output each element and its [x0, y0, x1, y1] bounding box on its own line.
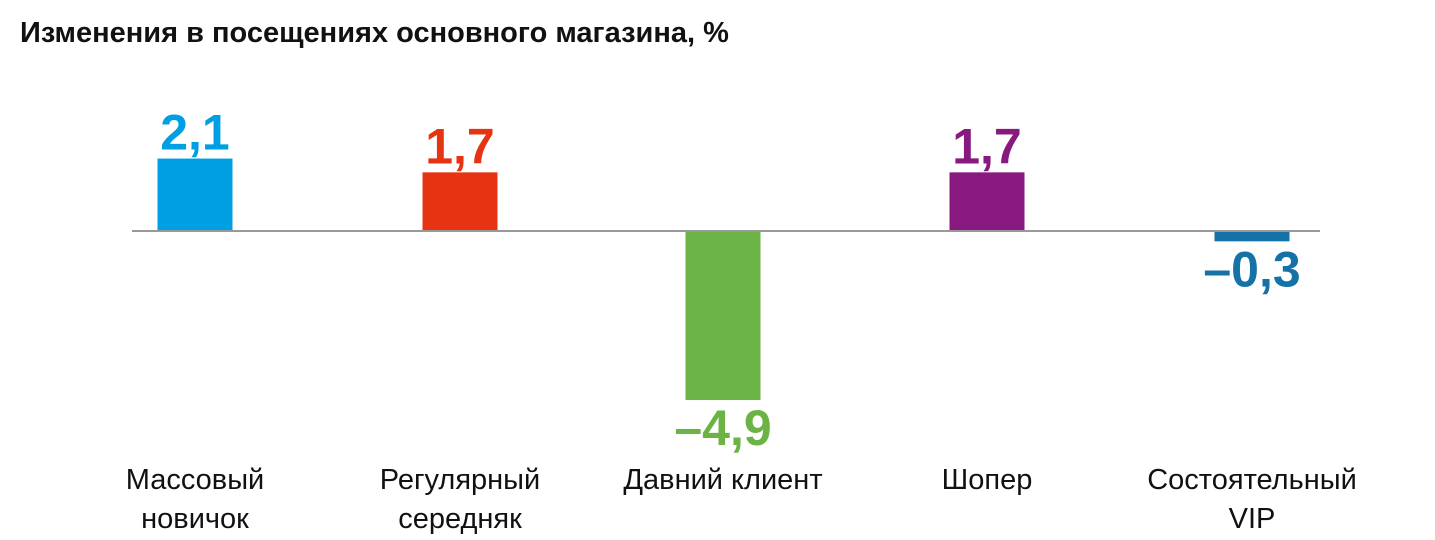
- chart-title: Изменения в посещениях основного магазин…: [20, 17, 729, 49]
- value-label-5: –0,3: [1203, 241, 1300, 297]
- bar-1: [157, 158, 233, 231]
- category-label-5-line-1: Состоятельный: [1147, 464, 1357, 496]
- category-label-2-line-1: Регулярный: [380, 464, 540, 496]
- value-label-3: –4,9: [674, 400, 771, 456]
- value-labels-group: 2,1 1,7 –4,9 1,7 –0,3: [160, 105, 1300, 456]
- value-label-2: 1,7: [425, 118, 495, 174]
- bars-group: [157, 158, 1290, 401]
- bar-5: [1214, 231, 1290, 242]
- category-label-4-line-1: Шопер: [942, 464, 1033, 496]
- category-label-1-line-2: новичок: [141, 503, 249, 535]
- bar-3: [685, 231, 761, 401]
- category-label-3-line-1: Давний клиент: [623, 464, 822, 496]
- bar-4: [949, 172, 1025, 231]
- category-label-5-line-2: VIP: [1229, 503, 1276, 535]
- category-label-1-line-1: Массовый: [126, 464, 265, 496]
- value-label-4: 1,7: [952, 118, 1022, 174]
- bar-2: [422, 172, 498, 231]
- category-label-2-line-2: середняк: [398, 503, 522, 535]
- value-label-1: 2,1: [160, 105, 230, 161]
- category-labels-group: Массовый новичок Регулярный середняк Давний …: [126, 464, 1357, 535]
